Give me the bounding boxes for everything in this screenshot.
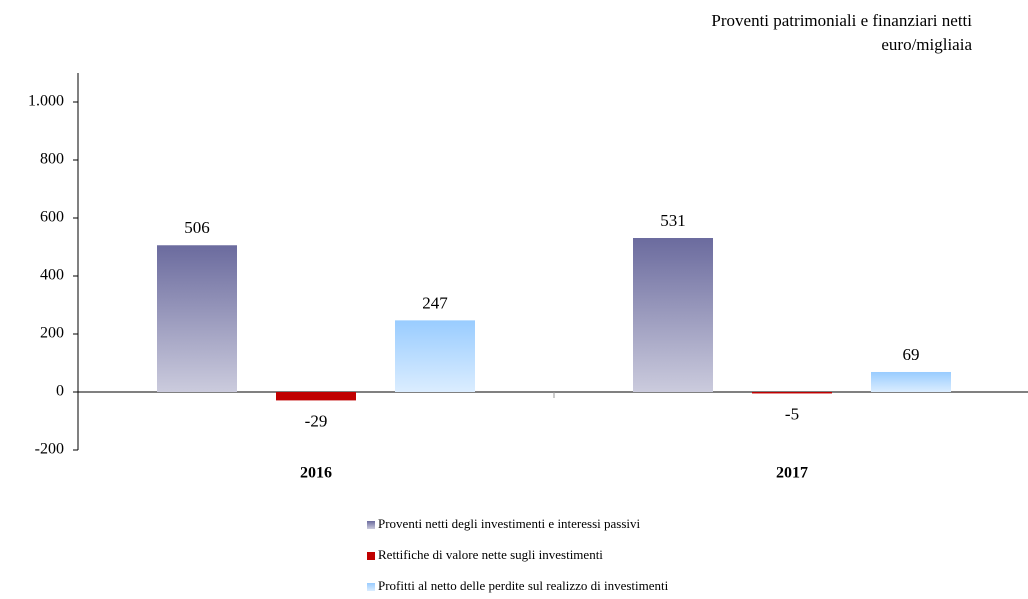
bar [157,245,237,392]
data-label: 531 [660,211,686,230]
legend-swatch [367,583,375,591]
legend-swatch [367,521,375,529]
y-tick-label: 0 [56,383,64,400]
y-tick-label: 1.000 [28,93,64,110]
y-tick-label: 400 [40,267,64,284]
chart-title: Proventi patrimoniali e finanziari netti [711,11,972,30]
data-label: 506 [184,218,210,237]
bar [752,392,832,394]
bar [395,320,475,392]
y-tick-label: 800 [40,151,64,168]
bar [871,371,951,392]
y-tick-label: -200 [35,441,64,458]
data-label: -29 [305,411,328,430]
legend-label: Profitti al netto delle perdite sul real… [378,578,669,593]
y-tick-label: 200 [40,325,64,342]
data-label: 69 [903,345,920,364]
legend-label: Rettifiche di valore nette sugli investi… [378,547,603,562]
y-tick-label: 600 [40,209,64,226]
legend-swatch [367,552,375,560]
legend-label: Proventi netti degli investimenti e inte… [378,516,641,531]
chart-subtitle: euro/migliaia [881,35,972,54]
bar [633,238,713,392]
bar [276,392,356,401]
data-label: -5 [785,404,799,423]
x-tick-label: 2016 [300,465,332,482]
x-tick-label: 2017 [776,465,808,482]
data-label: 247 [422,293,448,312]
